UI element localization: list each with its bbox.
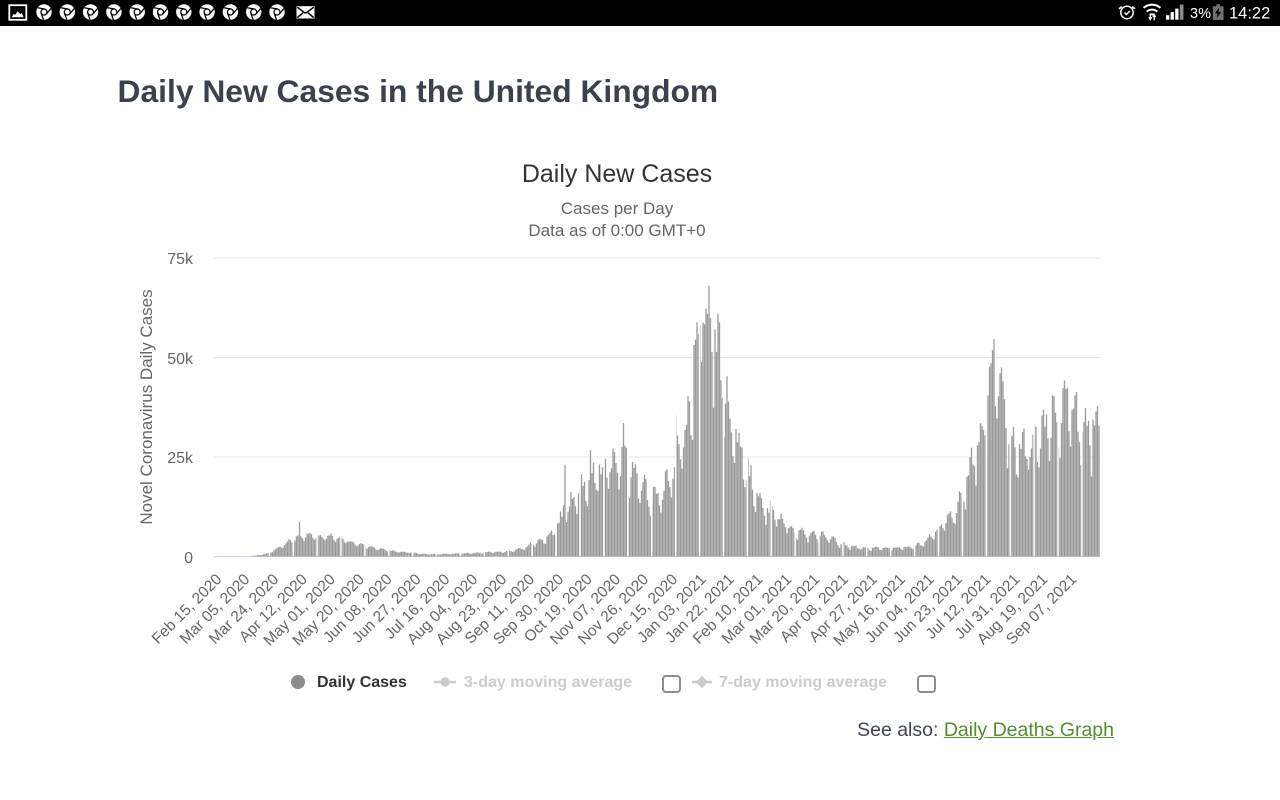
svg-text:14:22: 14:22 — [1229, 5, 1270, 23]
svg-text:3%: 3% — [1190, 6, 1211, 22]
